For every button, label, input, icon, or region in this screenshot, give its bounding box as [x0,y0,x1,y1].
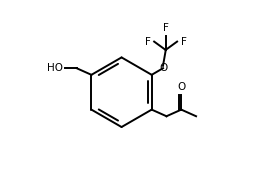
Text: F: F [163,23,168,33]
Text: F: F [181,37,186,47]
Text: F: F [145,37,151,47]
Text: O: O [177,82,185,92]
Text: HO: HO [47,63,63,73]
Text: O: O [159,63,167,73]
